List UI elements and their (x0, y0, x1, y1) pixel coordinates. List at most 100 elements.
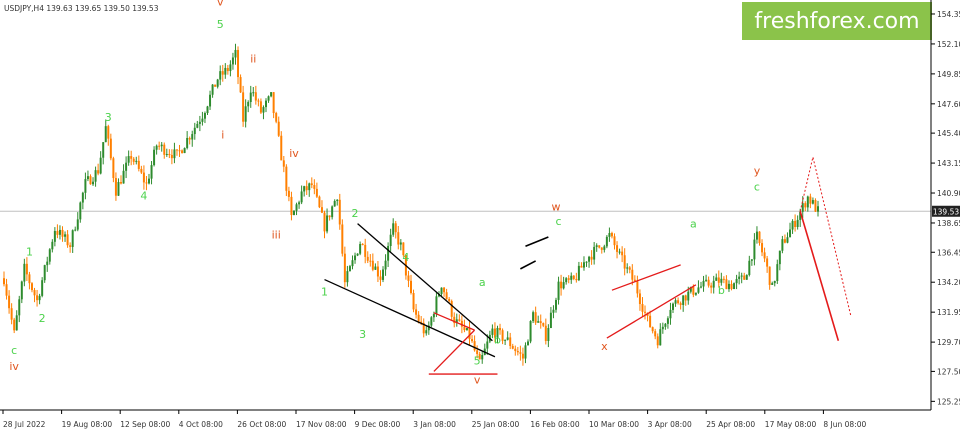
candle-body (38, 295, 41, 301)
candle-body (181, 150, 184, 154)
candle-body (427, 325, 430, 331)
candle-body (796, 219, 799, 227)
candle-body (137, 160, 140, 169)
channel-line (606, 284, 697, 339)
candle-body (618, 251, 621, 253)
candle-body (3, 278, 5, 285)
candle-body (387, 245, 390, 261)
candle-body (150, 165, 153, 179)
candle-body (595, 245, 598, 247)
time-tick-label: 25 Apr 08:00 (706, 420, 755, 429)
candle-body (453, 316, 456, 324)
candle-body (575, 278, 578, 281)
candle-body (379, 276, 382, 280)
candle-body (644, 311, 647, 313)
candle-body (593, 246, 596, 260)
current-price-badge (932, 205, 960, 217)
candle-body (527, 341, 530, 346)
candle-body (56, 230, 59, 235)
candle-body (394, 223, 397, 233)
candle-body (25, 263, 28, 275)
wave-label: 5 (217, 18, 224, 31)
time-tick-label: 8 Jun 08:00 (823, 420, 866, 429)
candle-body (460, 320, 463, 327)
candle-body (641, 304, 644, 312)
candle-body (272, 92, 275, 114)
candle-body (626, 267, 629, 269)
candle-body (628, 267, 631, 270)
candle-body (598, 245, 601, 248)
candle-body (305, 186, 308, 191)
candle-body (252, 92, 255, 94)
candle-body (140, 168, 143, 173)
candle-body (633, 279, 636, 282)
candle-body (733, 283, 736, 290)
candle-body (499, 327, 502, 331)
candle-body (216, 79, 219, 87)
wave-label: c (556, 215, 562, 228)
candle-body (529, 321, 532, 342)
candle-body (814, 200, 817, 212)
time-tick-label: 26 Oct 08:00 (237, 420, 286, 429)
candle-body (384, 260, 387, 270)
wave-label: c (754, 180, 760, 193)
trend-lines (324, 223, 697, 375)
candle-body (539, 321, 542, 324)
candle-body (692, 287, 695, 295)
candle-body (376, 266, 379, 277)
candle-body (608, 233, 611, 237)
candle-body (242, 92, 245, 122)
candle-body (496, 327, 499, 338)
candle-body (229, 64, 232, 72)
candle-body (244, 106, 247, 122)
candle-body (659, 329, 662, 346)
channel-line (611, 264, 681, 291)
candle-body (694, 292, 697, 295)
candle-body (130, 156, 133, 159)
price-tick-label: 129.70 (937, 338, 960, 347)
candle-body (397, 232, 400, 245)
candle-body (392, 223, 395, 235)
candle-body (722, 278, 725, 280)
time-tick-label: 12 Sep 08:00 (120, 420, 170, 429)
candle-body (371, 260, 374, 270)
time-tick-label: 28 Jul 2022 (3, 420, 46, 429)
candle-body (132, 158, 135, 162)
time-axis: 28 Jul 2022 19 Aug 08:00 12 Sep 08:00 4 Oct… (2, 410, 867, 429)
candle-body (13, 319, 16, 331)
candle-body (415, 309, 418, 315)
candle-body (198, 121, 201, 124)
candle-body (254, 92, 257, 101)
candle-body (476, 350, 479, 355)
candle-body (616, 245, 619, 252)
candle-body (776, 264, 779, 281)
candle-body (36, 295, 39, 301)
price-tick-label: 138.65 (937, 219, 960, 228)
wave-label: v (217, 0, 224, 8)
candle-body (28, 274, 31, 284)
candle-body (417, 314, 420, 322)
candle-body (158, 145, 161, 147)
candle-body (226, 67, 229, 72)
candle-body (580, 265, 583, 268)
candle-body (214, 84, 217, 87)
candle-body (755, 231, 758, 240)
candle-body (170, 154, 173, 159)
candle-body (234, 49, 237, 58)
candle-body (224, 67, 227, 75)
candle-body (420, 321, 423, 323)
candle-body (79, 202, 82, 220)
candle-body (577, 265, 580, 281)
candle-body (320, 207, 323, 213)
candle-body (259, 101, 262, 113)
candle-body (262, 107, 265, 113)
candle-body (163, 144, 166, 155)
candle-body (287, 190, 290, 197)
time-tick-label: 4 Oct 08:00 (179, 420, 223, 429)
candle-body (432, 314, 435, 318)
candle-body (799, 211, 802, 220)
candle-body (15, 315, 18, 331)
candle-body (74, 229, 77, 231)
candle-body (8, 295, 11, 309)
